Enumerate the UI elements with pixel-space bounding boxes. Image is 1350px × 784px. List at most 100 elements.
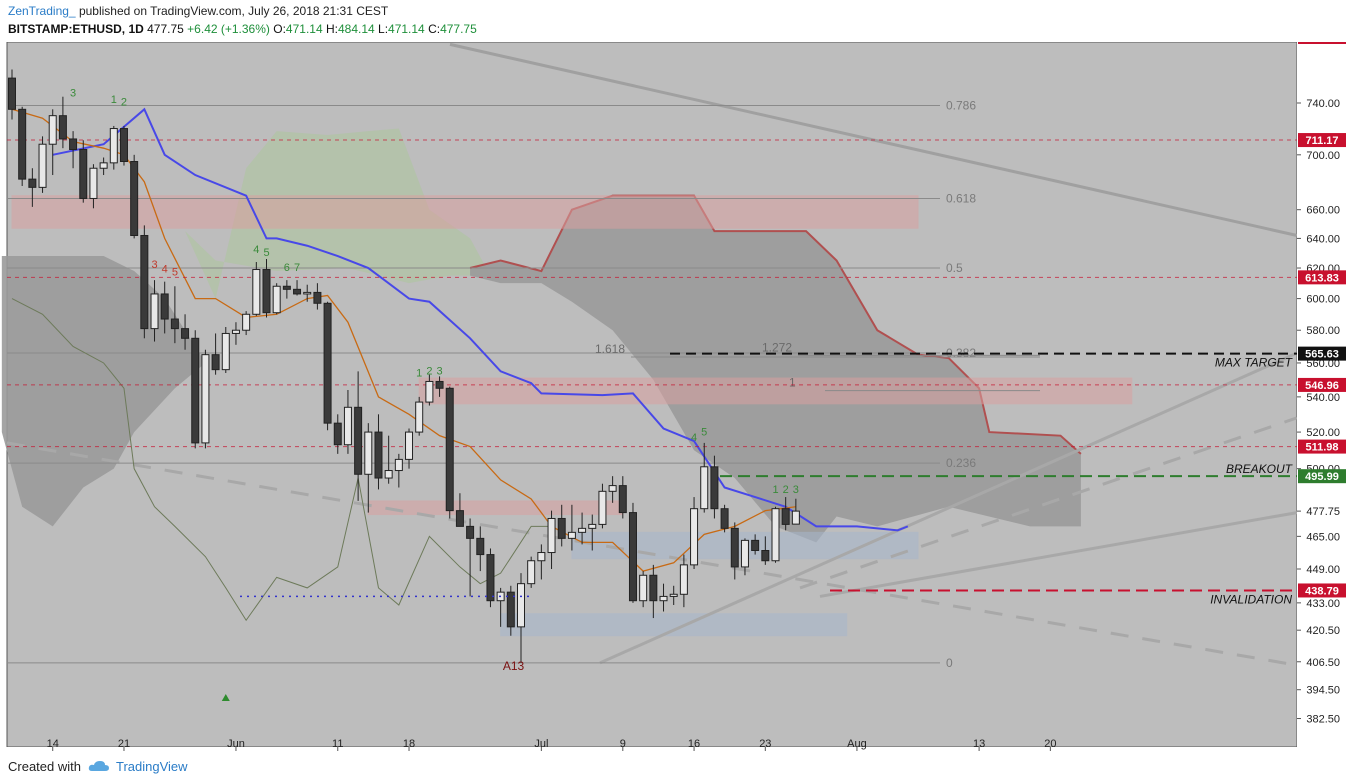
td-count-label: 4 (253, 244, 259, 256)
symbol-name[interactable]: BITSTAMP:ETHUSD, 1D (8, 22, 144, 36)
candle (740, 538, 749, 576)
author-link[interactable]: ZenTrading_ (8, 4, 76, 18)
candle (710, 455, 719, 519)
fib-level-label: 0 (946, 656, 953, 670)
candle-body (618, 485, 627, 514)
candle-body (425, 380, 434, 403)
candle (119, 125, 128, 166)
candle (405, 428, 414, 469)
fib-level-label: 0.618 (946, 191, 976, 205)
price-level-badge (1298, 346, 1346, 361)
td-count-label: 3 (793, 484, 799, 496)
level-annotation: MAX TARGET (1215, 356, 1294, 370)
candle-body (89, 167, 98, 199)
candle-body (639, 574, 648, 602)
candle (761, 536, 770, 565)
candle (160, 281, 169, 334)
td-count-label: 3 (70, 88, 76, 100)
candle-body (781, 508, 790, 525)
candle (598, 483, 607, 529)
price-tick-label: 465.00 (1306, 531, 1340, 543)
candle-body (527, 560, 536, 585)
time-tick-label: 11 (332, 738, 343, 750)
open-value: 471.14 (285, 22, 323, 36)
candle-body (18, 108, 27, 180)
candle-body (761, 550, 770, 562)
candle (781, 497, 790, 531)
ascending-trendline-lower (819, 511, 1298, 598)
candle-body (343, 406, 352, 446)
tradingview-link[interactable]: TradingView (88, 759, 188, 774)
candle (150, 280, 159, 342)
candle-body (455, 510, 464, 527)
candle (537, 544, 546, 580)
candle-body (150, 293, 159, 330)
candle (455, 493, 464, 527)
candle-body (608, 485, 617, 492)
td-count-label: 5 (701, 427, 707, 439)
td-count-label: 4 (691, 432, 697, 444)
candle-body (140, 234, 149, 330)
candle (669, 585, 678, 606)
candle-body (415, 401, 424, 433)
high-label: H: (325, 22, 338, 36)
price-tick-label: 580.00 (1306, 325, 1340, 337)
candle-body (364, 431, 373, 475)
candle-body (506, 591, 515, 628)
td-count-label: 1 (772, 484, 778, 496)
candle (567, 504, 576, 551)
open-label: O: (273, 22, 286, 36)
candle (191, 330, 200, 449)
candle (231, 322, 240, 345)
candle (252, 262, 261, 316)
price-tick-label: 600.00 (1306, 294, 1340, 306)
candle (89, 164, 98, 209)
candle-body (700, 466, 709, 510)
td-count-label: 3 (436, 366, 442, 378)
time-tick-label: 23 (759, 738, 771, 750)
price-level-badge (1298, 377, 1346, 392)
candle (700, 442, 709, 513)
candle-body (394, 458, 403, 472)
price-tick-label: 449.00 (1306, 564, 1340, 576)
candle-body (486, 554, 495, 602)
candle-body (8, 77, 16, 110)
td-count-label: 5 (172, 267, 178, 279)
candle (272, 283, 281, 315)
candle-body (588, 523, 597, 529)
dark-cloud (470, 195, 1081, 543)
level-annotation: INVALIDATION (1210, 592, 1292, 606)
price-tick-label: 420.50 (1306, 625, 1340, 637)
high-value: 484.14 (337, 22, 375, 36)
close-label: C: (428, 22, 441, 36)
ascending-trendline-upper (599, 351, 1298, 665)
candle-body (252, 269, 261, 315)
candle-body (323, 302, 332, 424)
candle (730, 522, 739, 580)
candle-body (435, 380, 444, 389)
candle (527, 556, 536, 588)
candle (679, 554, 688, 608)
price-level-badge-text: 511.98 (1305, 442, 1338, 454)
price-tick-label: 394.50 (1306, 685, 1340, 697)
fib-level-label: 0.786 (946, 99, 976, 113)
candle-body (262, 269, 271, 314)
price-change: +6.42 (+1.36%) (187, 22, 270, 36)
low-value: 471.14 (388, 22, 425, 36)
candle (242, 311, 251, 336)
price-tick-label: 433.00 (1306, 598, 1340, 610)
candle-body (567, 531, 576, 539)
candle-body (282, 285, 291, 290)
candle-body (109, 128, 118, 164)
candle-body (669, 593, 678, 597)
candle (791, 498, 800, 525)
price-level-badge (1298, 583, 1346, 598)
candle-body (720, 508, 729, 529)
fib-extension-label: 1 (789, 376, 796, 390)
time-tick-label: Jun (227, 738, 245, 750)
top-badge (1298, 42, 1346, 44)
support-zone-lower (500, 613, 848, 637)
kijun-sen-line (52, 107, 909, 532)
candle (79, 140, 88, 203)
